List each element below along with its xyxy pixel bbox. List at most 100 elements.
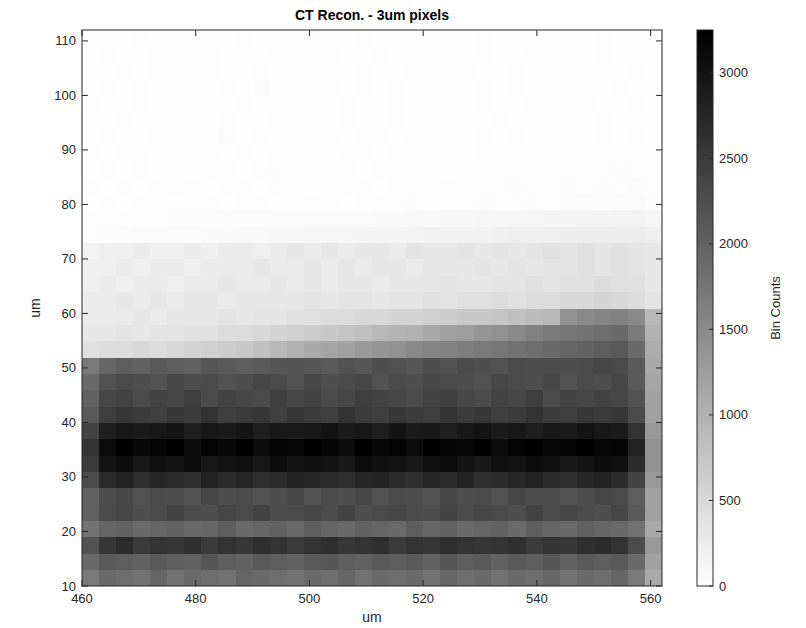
cell <box>645 308 662 325</box>
cell <box>372 161 390 178</box>
cell <box>645 357 662 374</box>
cell <box>560 521 578 538</box>
cell <box>491 177 509 194</box>
cell <box>423 259 441 276</box>
cell <box>99 161 117 178</box>
cell <box>270 95 288 112</box>
cell <box>270 488 288 505</box>
cell <box>440 275 458 292</box>
cell <box>372 144 390 161</box>
cell <box>218 488 236 505</box>
cell <box>253 472 271 489</box>
cell <box>645 472 662 489</box>
cell <box>508 243 526 260</box>
cell <box>321 292 339 309</box>
cell <box>150 521 168 538</box>
cell <box>150 406 168 423</box>
cell <box>423 243 441 260</box>
cell <box>372 472 390 489</box>
cell <box>543 455 561 472</box>
cell <box>236 79 254 96</box>
cell <box>287 128 305 145</box>
cell <box>645 521 662 538</box>
cell <box>253 144 271 161</box>
cell <box>218 472 236 489</box>
cell <box>184 30 202 47</box>
cell <box>99 357 117 374</box>
cell <box>594 472 612 489</box>
cell <box>133 422 151 439</box>
cell <box>372 226 390 243</box>
cell <box>577 177 595 194</box>
cell <box>253 308 271 325</box>
cell <box>543 194 561 211</box>
cell <box>645 243 662 260</box>
cell <box>526 341 544 358</box>
cell <box>287 521 305 538</box>
cell <box>560 390 578 407</box>
cell <box>201 521 219 538</box>
cell <box>304 63 322 80</box>
cell <box>150 194 168 211</box>
cell <box>389 488 407 505</box>
cell <box>474 128 492 145</box>
cell <box>389 292 407 309</box>
cell <box>355 46 373 63</box>
cell <box>389 30 407 47</box>
cell <box>355 504 373 521</box>
cell <box>577 373 595 390</box>
cell <box>304 570 322 586</box>
cell <box>304 292 322 309</box>
cell <box>611 504 629 521</box>
cell <box>270 112 288 129</box>
cell <box>287 144 305 161</box>
cell <box>218 521 236 538</box>
cell <box>474 194 492 211</box>
cell <box>594 521 612 538</box>
y-tick <box>82 476 88 477</box>
cell <box>526 570 544 586</box>
cell <box>645 194 662 211</box>
cell <box>150 373 168 390</box>
cell <box>82 488 100 505</box>
cell <box>287 63 305 80</box>
cell <box>611 537 629 554</box>
cell <box>304 161 322 178</box>
cell <box>133 128 151 145</box>
cell <box>218 308 236 325</box>
cell <box>543 324 561 341</box>
cell <box>560 292 578 309</box>
cell <box>355 275 373 292</box>
cell <box>508 292 526 309</box>
cell <box>594 194 612 211</box>
cell <box>218 46 236 63</box>
cell <box>167 144 185 161</box>
cell <box>526 292 544 309</box>
cell <box>611 406 629 423</box>
cell <box>457 521 475 538</box>
cell <box>577 439 595 456</box>
cell <box>526 128 544 145</box>
cell <box>543 341 561 358</box>
cell <box>508 79 526 96</box>
cell <box>184 357 202 374</box>
cell <box>526 63 544 80</box>
cell <box>253 226 271 243</box>
cell <box>201 406 219 423</box>
cell <box>236 308 254 325</box>
cell <box>167 488 185 505</box>
cell <box>338 553 356 570</box>
cell <box>201 95 219 112</box>
cell <box>560 537 578 554</box>
cell <box>491 324 509 341</box>
x-tick-label: 500 <box>299 591 321 606</box>
cell <box>423 30 441 47</box>
cell <box>543 521 561 538</box>
cell <box>218 390 236 407</box>
cell <box>474 373 492 390</box>
cell <box>543 472 561 489</box>
cell <box>218 504 236 521</box>
cell <box>560 472 578 489</box>
cell <box>304 79 322 96</box>
cell <box>389 570 407 586</box>
